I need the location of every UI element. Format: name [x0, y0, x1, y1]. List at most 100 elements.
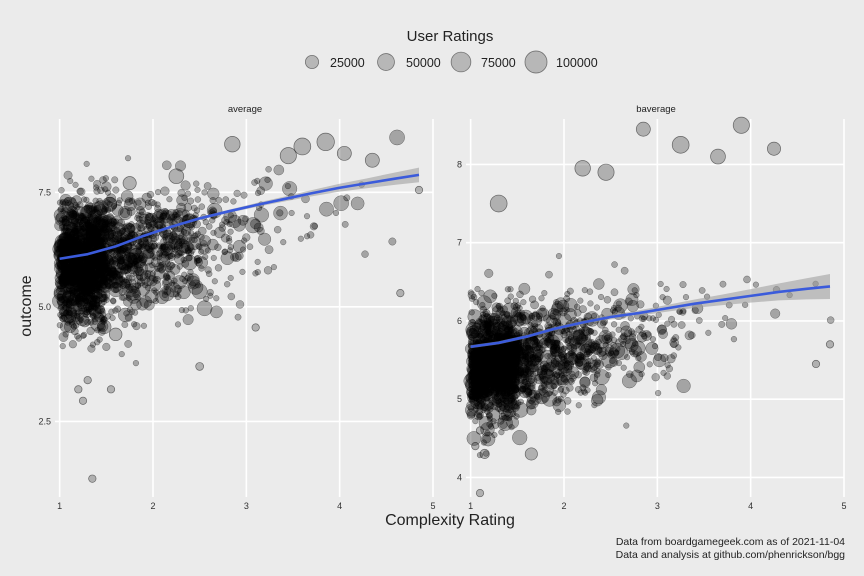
data-point	[194, 196, 202, 203]
data-point	[101, 214, 117, 230]
data-point	[76, 201, 84, 209]
data-point	[117, 236, 124, 243]
data-point	[273, 205, 288, 221]
data-point	[66, 269, 73, 276]
data-point	[149, 219, 158, 228]
data-point	[165, 281, 181, 298]
data-point	[65, 231, 72, 238]
data-point	[663, 372, 671, 380]
data-point	[88, 295, 101, 308]
data-point	[154, 205, 162, 213]
data-point	[94, 229, 102, 237]
data-point	[161, 160, 172, 171]
data-point	[69, 280, 81, 292]
data-point	[319, 201, 334, 217]
data-point	[83, 204, 93, 214]
data-point	[81, 272, 95, 287]
data-point	[91, 206, 98, 213]
data-point	[95, 257, 111, 273]
data-point	[80, 278, 92, 290]
data-point	[698, 287, 706, 294]
data-point	[69, 263, 76, 271]
data-point	[705, 329, 712, 336]
data-point	[89, 234, 97, 241]
data-point	[87, 285, 95, 293]
data-point	[72, 227, 88, 243]
data-point	[70, 323, 78, 330]
data-point	[108, 271, 115, 278]
data-point	[67, 278, 75, 285]
data-point	[651, 343, 659, 350]
data-point	[670, 352, 678, 359]
data-point	[167, 252, 176, 261]
data-point	[196, 300, 213, 317]
data-point	[73, 245, 80, 253]
data-point	[83, 233, 90, 241]
data-point	[109, 271, 117, 278]
data-point	[91, 300, 98, 307]
data-point	[141, 192, 152, 204]
data-point	[139, 269, 156, 286]
data-point	[478, 289, 485, 297]
data-point	[67, 241, 75, 249]
data-point	[210, 305, 223, 319]
data-point	[150, 215, 157, 222]
data-point	[164, 235, 174, 244]
data-point	[72, 280, 84, 292]
data-point	[96, 268, 105, 277]
data-point	[129, 243, 137, 250]
data-point	[134, 266, 145, 276]
data-point	[170, 231, 177, 238]
data-point	[73, 262, 83, 272]
data-point	[555, 408, 562, 415]
data-point	[72, 202, 80, 209]
data-point	[389, 129, 405, 146]
data-point	[150, 242, 158, 249]
data-point	[563, 396, 572, 405]
data-point	[123, 310, 130, 317]
data-point	[214, 264, 223, 272]
data-point	[185, 246, 192, 254]
data-point	[100, 227, 107, 235]
data-point	[86, 229, 93, 236]
data-point	[101, 216, 108, 224]
data-point	[597, 163, 615, 181]
data-point	[82, 281, 96, 295]
data-point	[488, 397, 495, 404]
data-point	[513, 413, 520, 420]
data-point	[75, 240, 82, 248]
data-point	[102, 264, 119, 281]
data-point	[117, 218, 126, 227]
data-point	[66, 309, 73, 316]
data-point	[110, 270, 121, 280]
data-point	[513, 355, 520, 362]
data-point	[554, 297, 567, 310]
data-point	[110, 215, 123, 228]
data-point	[489, 194, 508, 213]
data-point	[69, 242, 76, 249]
data-point	[669, 337, 679, 348]
data-point	[110, 221, 118, 229]
data-point	[176, 243, 183, 250]
data-point	[826, 316, 835, 324]
data-point	[624, 337, 631, 345]
data-point	[96, 271, 104, 279]
data-point	[732, 116, 750, 134]
data-point	[593, 278, 605, 290]
data-point	[62, 235, 78, 250]
data-point	[166, 244, 173, 251]
data-point	[53, 239, 66, 253]
data-point	[97, 253, 114, 269]
data-point	[116, 197, 123, 204]
data-point	[127, 255, 137, 264]
data-point	[135, 269, 148, 282]
data-point	[130, 321, 138, 328]
data-point	[58, 231, 71, 244]
data-point	[192, 212, 199, 219]
data-point	[101, 223, 109, 231]
data-point	[165, 253, 172, 261]
data-point	[154, 189, 162, 196]
data-point	[84, 265, 95, 276]
data-point	[110, 222, 126, 238]
legend-key-50000	[377, 53, 395, 71]
